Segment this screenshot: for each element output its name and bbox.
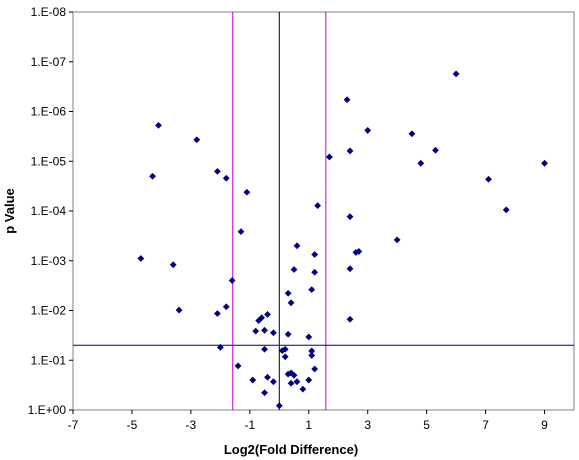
data-point <box>305 333 313 341</box>
data-point <box>249 376 257 384</box>
data-point <box>314 202 322 210</box>
y-tick-label: 1.E-05 <box>31 154 67 168</box>
y-tick-label: 1.E-03 <box>31 254 67 268</box>
data-point <box>222 174 230 182</box>
data-point <box>290 266 298 273</box>
data-point <box>452 70 460 78</box>
data-point <box>355 248 363 255</box>
data-point <box>346 315 354 323</box>
y-tick-label: 1.E-02 <box>31 304 67 318</box>
data-point <box>270 378 277 386</box>
reference-lines <box>73 12 574 410</box>
y-tick-label: 1.E-04 <box>31 204 67 218</box>
data-point <box>346 213 354 221</box>
data-point <box>325 153 333 161</box>
data-point <box>343 96 351 104</box>
x-tick-label: -5 <box>127 418 138 432</box>
data-point <box>290 371 298 379</box>
x-tick-label: -7 <box>68 418 79 432</box>
data-point <box>193 136 201 144</box>
data-point <box>308 352 316 359</box>
data-point <box>287 299 295 307</box>
x-tick-label: 7 <box>482 418 489 432</box>
data-point <box>284 330 292 338</box>
data-point <box>281 353 289 361</box>
data-point <box>275 402 283 410</box>
data-point <box>284 289 292 297</box>
data-point <box>252 327 260 335</box>
data-point <box>214 310 221 317</box>
data-point <box>502 206 510 214</box>
data-point <box>417 159 425 167</box>
data-point <box>346 147 354 155</box>
x-axis-ticks: -7 -5 -3 -1 1 3 5 7 9 <box>68 410 548 432</box>
data-point <box>255 317 263 325</box>
data-points <box>137 70 548 410</box>
data-point <box>261 345 268 353</box>
data-point <box>299 385 307 393</box>
data-point <box>264 373 271 381</box>
data-point <box>228 277 236 284</box>
data-point <box>216 343 224 351</box>
x-tick-label: 9 <box>541 418 548 432</box>
x-tick-label: 5 <box>423 418 430 432</box>
data-point <box>175 306 183 314</box>
data-point <box>237 228 245 236</box>
y-axis-ticks: 1.E-08 1.E-07 1.E-06 1.E-05 1.E-04 1.E-03 1.E-… <box>28 5 73 417</box>
data-point <box>264 311 271 318</box>
y-tick-label: 1.E-08 <box>31 5 67 19</box>
data-point <box>393 236 401 244</box>
data-point <box>284 370 292 378</box>
plot-area <box>72 11 575 411</box>
y-tick-label: 1.E-06 <box>31 105 67 119</box>
data-point <box>287 379 295 387</box>
data-point <box>214 168 221 175</box>
data-point <box>137 255 145 262</box>
data-point <box>308 347 316 355</box>
data-point <box>432 146 439 154</box>
data-point <box>222 303 230 311</box>
y-tick-label: 1.E-07 <box>31 55 67 69</box>
data-point <box>261 326 268 334</box>
data-point <box>169 261 177 269</box>
data-point <box>270 329 277 337</box>
x-axis-title: Log2(Fold Difference) <box>224 442 358 457</box>
data-point <box>261 389 268 397</box>
y-tick-label: 1.E+00 <box>28 403 67 417</box>
data-point <box>308 286 316 293</box>
data-point <box>305 376 313 384</box>
data-point <box>311 365 319 373</box>
data-point <box>346 265 354 273</box>
data-point <box>485 175 492 183</box>
data-point <box>311 251 319 258</box>
data-point <box>243 188 251 196</box>
data-point <box>311 268 319 276</box>
x-tick-label: 1 <box>305 418 312 432</box>
y-axis-title: p Value <box>2 188 17 234</box>
data-point <box>281 345 289 353</box>
data-point <box>293 378 301 386</box>
data-point <box>234 362 242 370</box>
data-point <box>293 242 301 250</box>
data-point <box>278 347 286 355</box>
data-point <box>364 127 372 134</box>
x-tick-label: -3 <box>186 418 197 432</box>
x-tick-label: 3 <box>364 418 371 432</box>
data-point <box>149 172 156 180</box>
data-point <box>408 130 416 138</box>
y-tick-label: 1.E-01 <box>31 353 67 367</box>
data-point <box>155 121 162 129</box>
data-point <box>541 159 548 167</box>
x-tick-label: -1 <box>244 418 255 432</box>
